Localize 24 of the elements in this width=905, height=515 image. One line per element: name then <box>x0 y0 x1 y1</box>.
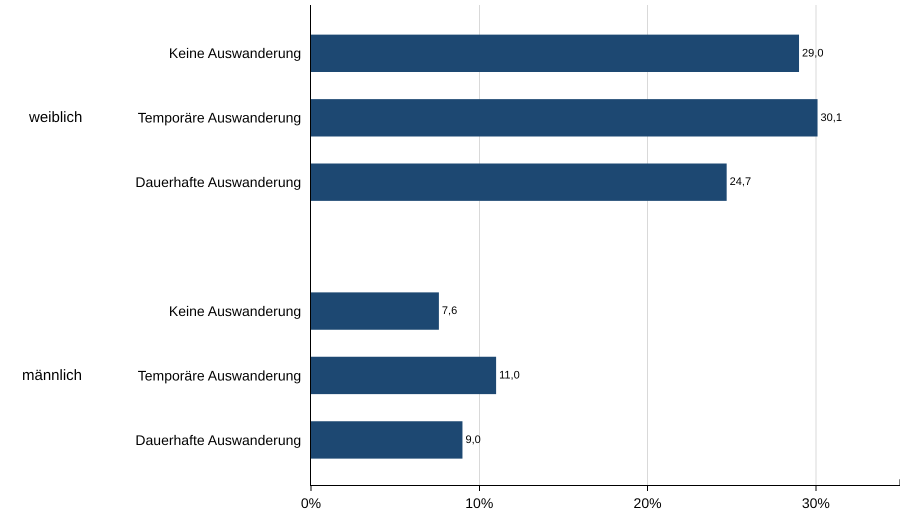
data-label: 11,0 <box>499 369 520 382</box>
x-tick-label: 20% <box>634 494 662 511</box>
x-tick-label: 30% <box>802 494 830 511</box>
data-label: 29,0 <box>802 47 824 60</box>
bar <box>311 99 818 136</box>
x-tick-label: 0% <box>300 494 322 511</box>
text: männlich <box>22 367 82 384</box>
data-label: 30,1 <box>820 112 842 124</box>
bar <box>311 164 727 201</box>
y-tick-label: Keine Auswanderung <box>168 45 302 62</box>
y-tick-label: Dauerhafte Auswanderung <box>135 432 302 448</box>
data-label: 7,6 <box>442 305 458 318</box>
bar <box>311 356 496 394</box>
y-tick-label: Dauerhafte Auswanderung <box>135 174 302 190</box>
data-label: 24,7 <box>730 176 752 188</box>
x-tick-label: 10% <box>465 494 494 511</box>
bar <box>311 292 439 330</box>
bar <box>311 421 462 459</box>
y-tick-label: Temporäre Auswanderung <box>138 110 302 126</box>
y-tick-label: Keine Auswanderung <box>168 302 302 319</box>
data-label: 9,0 <box>465 434 481 446</box>
y-tick-label: Temporäre Auswanderung <box>138 367 302 384</box>
text: weiblich <box>28 109 82 126</box>
bar <box>311 34 800 72</box>
